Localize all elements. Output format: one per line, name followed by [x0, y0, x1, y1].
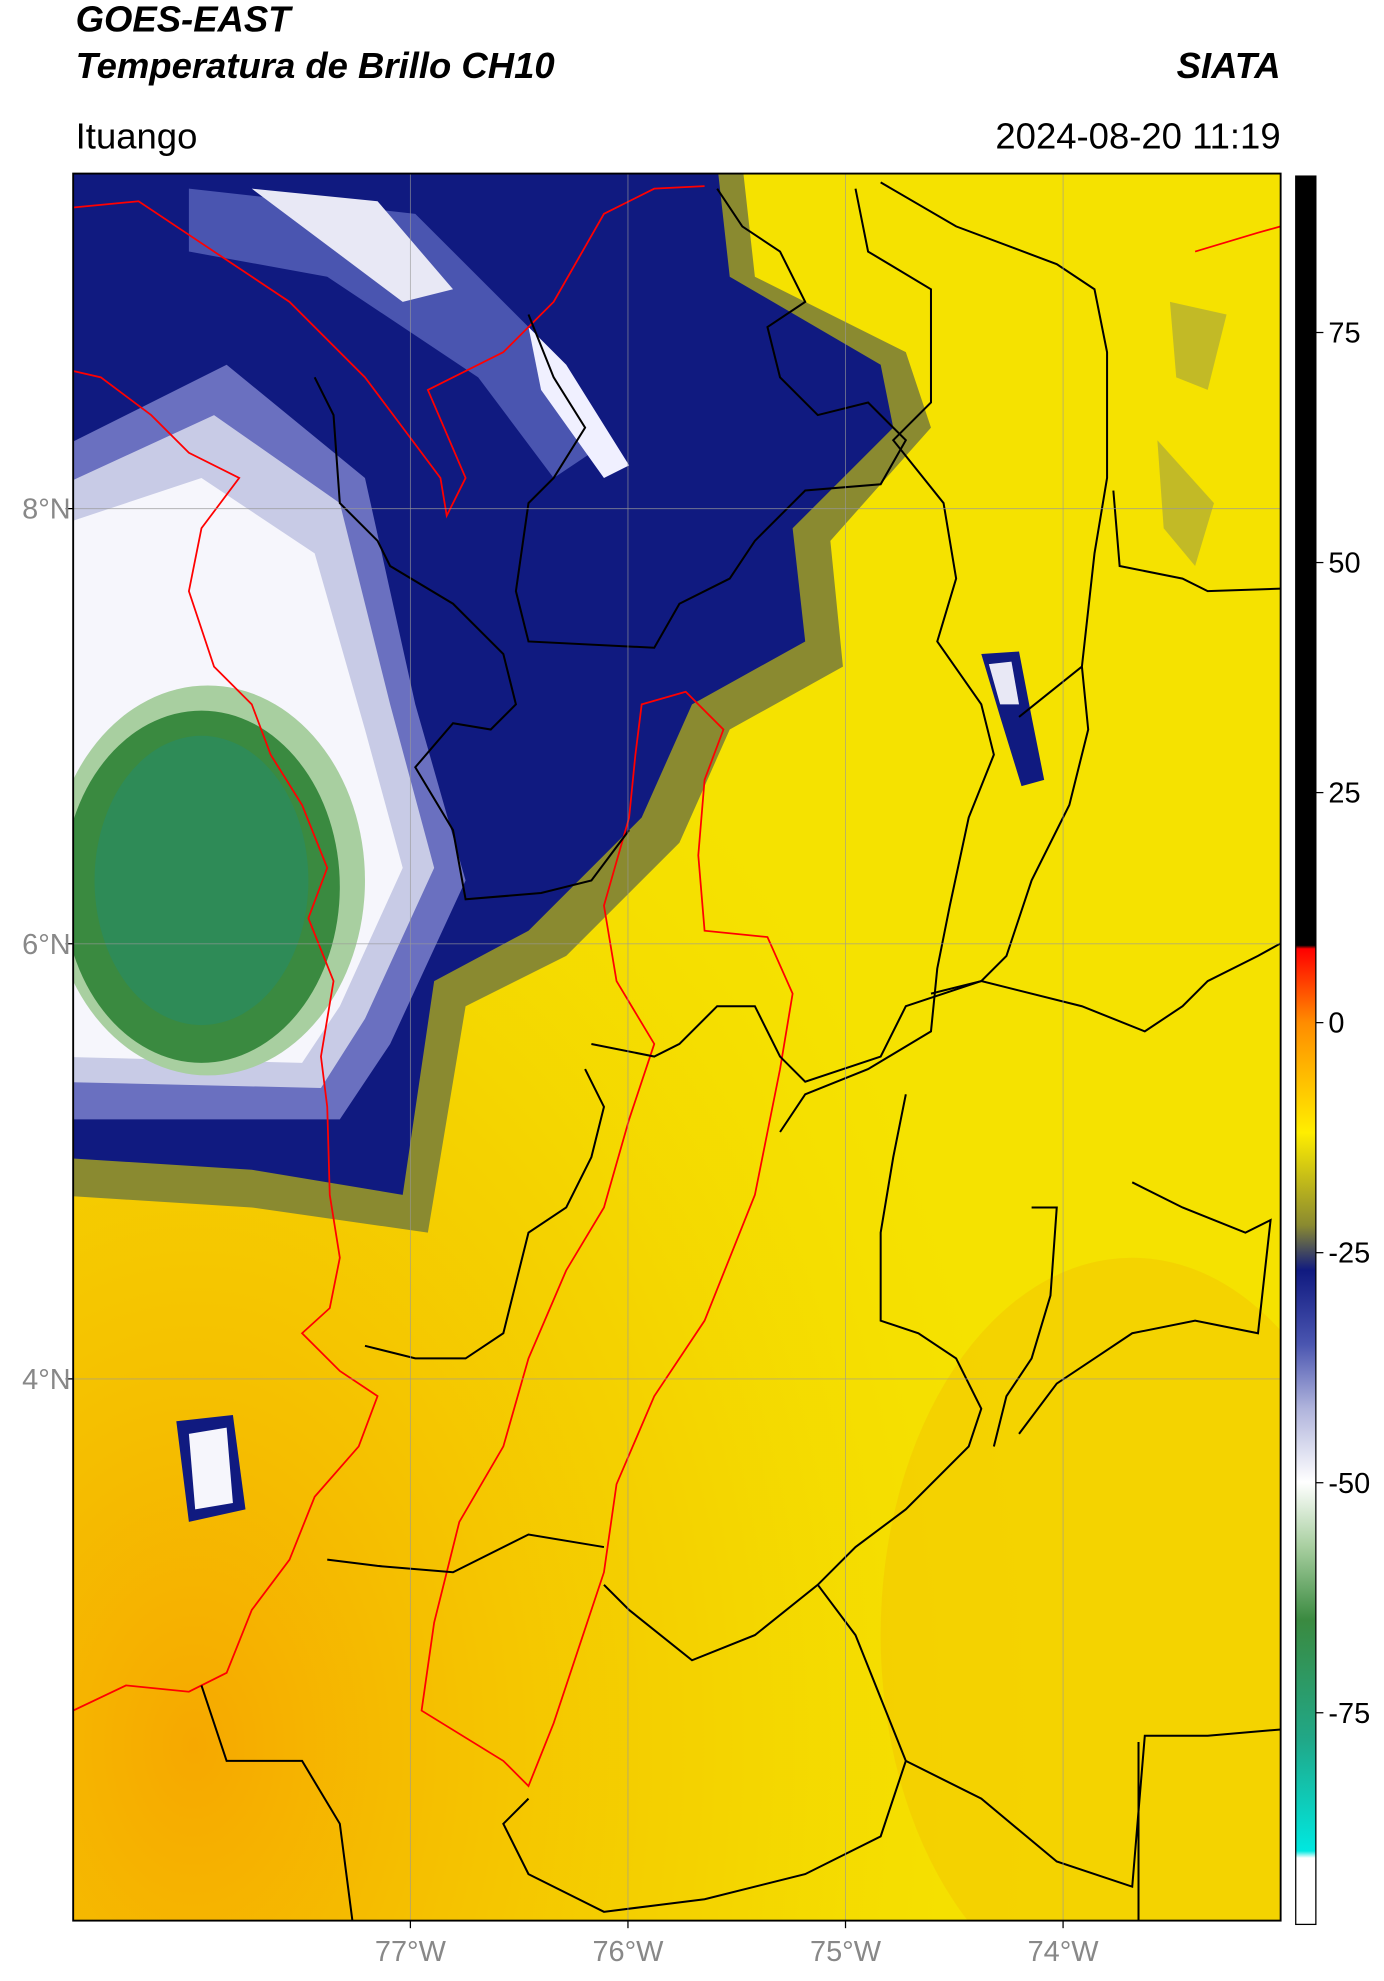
x-tick-label: 77°W	[375, 1936, 447, 1968]
y-tick-label: 6°N	[22, 929, 71, 961]
colorbar	[1295, 175, 1317, 1926]
satellite-title: GOES-EAST	[76, 0, 294, 39]
product-title: Temperatura de Brillo CH10	[76, 45, 555, 86]
colorbar-tick-label: 50	[1328, 548, 1360, 580]
colorbar-tick-label: -25	[1328, 1238, 1370, 1270]
colorbar-tick-label: 25	[1328, 778, 1360, 810]
x-tick-label: 75°W	[810, 1936, 882, 1968]
colorbar-tick-label: -50	[1328, 1468, 1370, 1500]
location: Ituango	[76, 115, 198, 156]
colorbar-tick-label: 75	[1328, 318, 1360, 350]
x-tick-label: 74°W	[1028, 1936, 1100, 1968]
map-frame	[72, 172, 1282, 1922]
y-tick-label: 4°N	[22, 1364, 71, 1396]
datetime: 2024-08-20 11:19	[995, 115, 1280, 156]
x-tick-label: 76°W	[592, 1936, 664, 1968]
satellite-image	[73, 173, 1281, 1921]
colorbar-tick-label: 0	[1328, 1008, 1344, 1040]
y-tick-label: 8°N	[22, 494, 71, 526]
grid	[73, 173, 1281, 1921]
colorbar-tick-label: -75	[1328, 1698, 1370, 1730]
brand: SIATA	[1177, 45, 1281, 86]
